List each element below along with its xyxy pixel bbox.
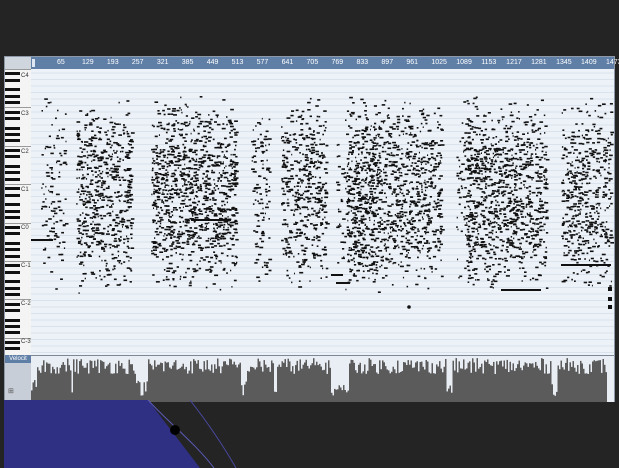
octave-label: C-2 xyxy=(21,301,31,307)
ruler-bar-129: 129 xyxy=(81,59,94,66)
ruler-bar-769: 769 xyxy=(331,59,344,66)
black-key[interactable] xyxy=(5,149,20,152)
black-key[interactable] xyxy=(5,72,20,76)
black-key[interactable] xyxy=(5,347,20,351)
black-key[interactable] xyxy=(5,232,20,236)
black-key[interactable] xyxy=(5,177,20,181)
octave-label: C-3 xyxy=(21,339,31,345)
note-grid[interactable] xyxy=(31,69,614,355)
black-key[interactable] xyxy=(5,171,20,175)
octave-label: C1 xyxy=(21,187,29,193)
ruler-bar-1153: 1153 xyxy=(481,59,497,66)
ruler-bar-1345: 1345 xyxy=(556,59,572,66)
velocity-lane-side: ⊞ xyxy=(5,363,32,401)
black-key[interactable] xyxy=(5,241,20,245)
octave-label: C2 xyxy=(21,149,29,155)
velocity-bars xyxy=(31,358,607,402)
ruler-bar-1281: 1281 xyxy=(531,59,547,66)
ruler-bar-897: 897 xyxy=(381,59,394,66)
ruler-bar-961: 961 xyxy=(406,59,419,66)
black-key[interactable] xyxy=(5,309,20,312)
black-key[interactable] xyxy=(5,225,20,229)
ruler-bar-513: 513 xyxy=(231,59,244,66)
ruler-bar-705: 705 xyxy=(306,59,319,66)
ruler-bar-1025: 1025 xyxy=(431,59,447,66)
ruler-bar-321: 321 xyxy=(156,59,169,66)
ruler-bar-65: 65 xyxy=(57,59,65,66)
black-key[interactable] xyxy=(5,302,20,306)
octave-divider xyxy=(5,69,31,70)
velocity-lane[interactable] xyxy=(31,355,614,402)
black-key[interactable] xyxy=(5,216,20,220)
black-key[interactable] xyxy=(5,187,20,191)
black-key[interactable] xyxy=(5,325,20,328)
black-key[interactable] xyxy=(5,133,20,136)
octave-label: C0 xyxy=(21,225,29,231)
ruler-bar-385: 385 xyxy=(181,59,194,66)
resize-handle-icon[interactable]: ⊞ xyxy=(8,388,14,395)
black-key[interactable] xyxy=(5,264,20,268)
black-key[interactable] xyxy=(5,286,20,290)
ruler-bar-1089: 1089 xyxy=(456,59,472,66)
ruler-bar-1217: 1217 xyxy=(506,59,522,66)
black-key[interactable] xyxy=(5,155,20,159)
ruler-bar-193: 193 xyxy=(106,59,119,66)
key-editor: 65 129 193 257 321 385 449 513 577 641 705 769 833 89… xyxy=(4,56,619,402)
black-key[interactable] xyxy=(5,254,20,258)
octave-label: C4 xyxy=(21,73,29,79)
ruler-bar-1473: 1473 xyxy=(606,59,619,66)
black-key[interactable] xyxy=(5,101,20,104)
octave-divider xyxy=(5,184,31,186)
octave-divider xyxy=(5,299,31,301)
black-key[interactable] xyxy=(5,88,20,92)
octave-divider xyxy=(5,222,31,224)
octave-divider xyxy=(5,107,31,109)
ruler-bar-449: 449 xyxy=(206,59,219,66)
octave-divider xyxy=(5,261,31,262)
velocity-lane-label[interactable]: Velocit xyxy=(5,355,31,363)
octave-label: C-1 xyxy=(21,263,31,269)
black-key[interactable] xyxy=(5,165,20,168)
black-key[interactable] xyxy=(5,331,20,335)
black-key[interactable] xyxy=(5,248,20,252)
black-key[interactable] xyxy=(5,318,20,322)
ruler-bar-641: 641 xyxy=(281,59,294,66)
notes-canvas xyxy=(31,72,614,353)
octave-divider xyxy=(5,145,31,147)
black-key[interactable] xyxy=(5,203,20,207)
octave-divider xyxy=(5,337,31,339)
black-key[interactable] xyxy=(5,117,20,120)
black-key[interactable] xyxy=(5,209,20,213)
black-key[interactable] xyxy=(5,126,20,130)
background-artwork xyxy=(0,400,619,468)
ruler-bar-257: 257 xyxy=(131,59,144,66)
position-marker-icon[interactable] xyxy=(32,59,35,67)
black-key[interactable] xyxy=(5,280,20,284)
octave-label: C3 xyxy=(21,111,29,117)
black-key[interactable] xyxy=(5,94,20,98)
black-key[interactable] xyxy=(5,270,20,274)
black-key[interactable] xyxy=(5,78,20,82)
black-key[interactable] xyxy=(5,341,20,344)
black-key[interactable] xyxy=(5,110,20,114)
ruler-bar-833: 833 xyxy=(356,59,369,66)
ruler-bar-577: 577 xyxy=(256,59,269,66)
ruler-bar-1409: 1409 xyxy=(581,59,597,66)
black-key[interactable] xyxy=(5,139,20,143)
black-key[interactable] xyxy=(5,193,20,197)
black-key[interactable] xyxy=(5,293,20,296)
